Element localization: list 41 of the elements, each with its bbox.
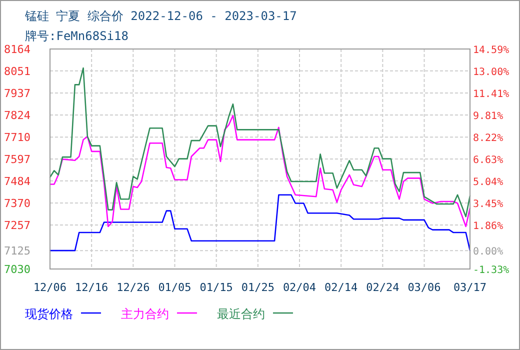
y-tick-label: 7710 bbox=[4, 131, 30, 144]
legend-label: 主力合约 bbox=[121, 307, 169, 321]
x-tick-label: 01/15 bbox=[200, 281, 233, 294]
legend-label: 最近合约 bbox=[217, 307, 265, 321]
y2-tick-label: 8.22% bbox=[473, 133, 504, 144]
line-series bbox=[49, 67, 471, 218]
y-tick-label: 7030 bbox=[4, 263, 30, 276]
chart-title: 锰硅 宁夏 综合价 2022-12-06 - 2023-03-17 bbox=[24, 9, 297, 23]
x-tick-label: 02/04 bbox=[282, 281, 316, 294]
y-tick-label: 7824 bbox=[4, 108, 31, 122]
y2-tick-label: 14.59% bbox=[473, 45, 510, 56]
x-tick-label: 12/06 bbox=[33, 281, 67, 294]
y-tick-label: 7937 bbox=[4, 87, 30, 100]
y2-tick-label: 3.45% bbox=[473, 198, 504, 210]
line-series bbox=[49, 194, 471, 252]
y-tick-label: 7125 bbox=[4, 244, 30, 258]
y2-tick-label: -1.33% bbox=[473, 265, 510, 276]
x-tick-label: 02/14 bbox=[324, 281, 358, 294]
x-tick-label: 01/05 bbox=[158, 281, 192, 294]
legend-label: 现货价格 bbox=[25, 307, 73, 321]
y-tick-label: 8164 bbox=[4, 43, 31, 56]
y2-tick-label: 13.00% bbox=[473, 66, 510, 78]
y2-tick-label: 9.81% bbox=[473, 111, 504, 122]
x-tick-label: 12/16 bbox=[75, 281, 108, 294]
y2-tick-label: 5.04% bbox=[473, 176, 504, 188]
x-tick-label: 03/06 bbox=[408, 281, 441, 294]
x-tick-label: 02/24 bbox=[366, 281, 400, 294]
y2-tick-label: 0.00% bbox=[473, 246, 504, 258]
y-tick-label: 7597 bbox=[4, 153, 30, 166]
line-series bbox=[49, 114, 471, 228]
y-tick-label: 7484 bbox=[4, 174, 31, 188]
x-tick-label: 03/17 bbox=[453, 281, 487, 294]
y2-tick-label: 1.86% bbox=[473, 220, 504, 232]
y-tick-label: 7370 bbox=[4, 197, 30, 210]
y-tick-label: 8051 bbox=[4, 64, 30, 78]
y2-tick-label: 11.41% bbox=[473, 88, 510, 100]
y2-tick-label: 6.63% bbox=[473, 155, 504, 166]
x-tick-label: 01/25 bbox=[241, 281, 274, 294]
x-tick-label: 12/26 bbox=[116, 281, 150, 294]
y-tick-label: 7257 bbox=[4, 218, 30, 232]
chart-subtitle: 牌号:FeMn68Si18 bbox=[25, 29, 128, 43]
